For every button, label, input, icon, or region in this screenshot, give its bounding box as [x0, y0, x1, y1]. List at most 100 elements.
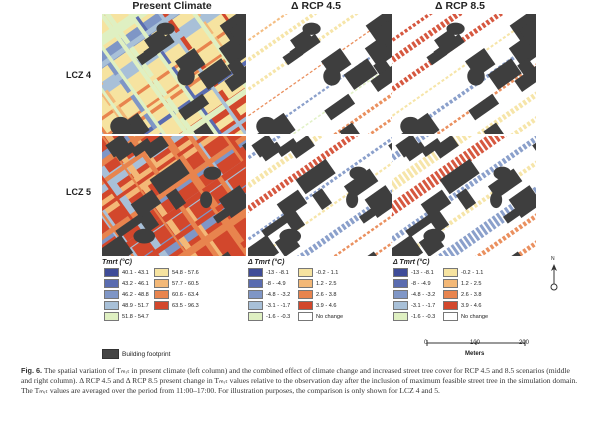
- street-tree-change: [248, 136, 392, 242]
- legend-present-label: 57.7 - 60.5: [172, 280, 199, 287]
- street-tree-change: [248, 14, 288, 42]
- street-tree-change: [296, 189, 392, 256]
- legend-rcp45-item: -13 - -8.1: [248, 268, 289, 277]
- building-footprint: [395, 136, 421, 158]
- legend-rcp45-item: -3.1 - -1.7: [248, 301, 290, 310]
- legend-rcp45-swatch: [248, 301, 263, 310]
- street-segment: [102, 14, 181, 69]
- scale-unit: Meters: [465, 351, 485, 357]
- building-footprint: [420, 189, 452, 218]
- legend-rcp45-swatch: [298, 279, 313, 288]
- legend-present-item: 57.7 - 60.5: [154, 279, 199, 288]
- street-tree-change: [392, 14, 464, 65]
- building-footprint: [177, 66, 195, 86]
- figure-caption: Fig. 6. The spatial variation of Tₘᵣₜ in…: [21, 366, 581, 397]
- legend-present-label: 40.1 - 43.1: [122, 269, 149, 276]
- building-footprint: [343, 58, 378, 90]
- street-tree-change: [248, 14, 318, 63]
- building-footprint: [290, 29, 315, 53]
- street-segment: [102, 14, 190, 134]
- building-footprint: [311, 188, 333, 210]
- legend-rcp85-item: -0.2 - 1.1: [443, 268, 483, 277]
- building-footprint: [339, 122, 364, 134]
- row-label-lcz4: LCZ 4: [66, 70, 92, 80]
- map-lcz5-rcp45: [248, 136, 392, 256]
- legend-rcp85-label: No change: [461, 313, 489, 320]
- legend-rcp85-item: 2.6 - 3.8: [443, 290, 482, 299]
- building-footprint: [130, 189, 162, 218]
- building-footprint: [364, 185, 392, 218]
- building-footprint: [392, 234, 424, 256]
- map-lcz5-rcp85: [392, 136, 536, 256]
- building-footprint: [276, 138, 299, 158]
- legend-rcp45-swatch: [248, 268, 263, 277]
- building-footprint: [487, 168, 523, 200]
- column-title-rcp45: Δ RCP 4.5: [291, 0, 341, 12]
- building-footprint: [446, 22, 465, 35]
- building-footprint: [455, 188, 477, 210]
- legend-rcp85-swatch: [393, 279, 408, 288]
- building-footprint: [420, 138, 443, 158]
- legend-rcp85-swatch: [443, 279, 458, 288]
- legend-rcp85-swatch: [443, 312, 458, 321]
- legend-rcp85-label: -13 - -8.1: [411, 269, 434, 276]
- legend-rcp45-swatch: [298, 268, 313, 277]
- legend-rcp85-swatch: [443, 268, 458, 277]
- legend-present-item: 54.8 - 57.6: [154, 268, 199, 277]
- legend-rcp85-label: 2.6 - 3.8: [461, 291, 482, 298]
- building-footprint: [218, 185, 246, 218]
- legend-present-label: 51.8 - 54.7: [122, 313, 149, 320]
- street-segment: [222, 136, 246, 169]
- building-footprint: [178, 93, 210, 121]
- building-footprint: [142, 136, 169, 159]
- building-footprint: [434, 29, 459, 53]
- legend-rcp45-item: 1.2 - 2.5: [298, 279, 337, 288]
- legend-present-swatch: [104, 301, 119, 310]
- building-footprint: [200, 191, 213, 209]
- map-lcz4-rcp85: [392, 14, 536, 134]
- legend-rcp45-title: Δ Tmrt (°C): [248, 259, 285, 266]
- legend-rcp45-label: -8 - -4.9: [266, 280, 286, 287]
- legend-rcp85-item: No change: [443, 312, 488, 321]
- legend-rcp85-item: -4.8 - -3.2: [393, 290, 435, 299]
- legend-rcp85-swatch: [393, 290, 408, 299]
- building-footprint: [165, 188, 187, 210]
- building-footprint: [276, 189, 308, 218]
- building-footprint: [375, 20, 392, 47]
- legend-rcp85-label: -4.8 - -3.2: [411, 291, 436, 298]
- legend-rcp45-swatch: [298, 312, 313, 321]
- street-tree-change: [392, 136, 473, 193]
- legend-rcp45-label: -3.1 - -1.7: [266, 302, 291, 309]
- legend-present-item: 46.2 - 48.8: [104, 290, 149, 299]
- row-label-lcz5: LCZ 5: [66, 187, 92, 197]
- legend-rcp85-item: -3.1 - -1.7: [393, 301, 435, 310]
- map-lcz4-present: [102, 14, 246, 134]
- building-footprint: [467, 66, 485, 86]
- legend-rcp45-label: 2.6 - 3.8: [316, 291, 337, 298]
- building-footprint: [263, 112, 296, 134]
- building-footprint: [323, 66, 341, 86]
- scale-bar: [426, 340, 526, 346]
- legend-rcp85-item: -1.6 - -0.3: [393, 312, 435, 321]
- legend-rcp45-item: 2.6 - 3.8: [298, 290, 337, 299]
- building-footprint: [349, 166, 368, 180]
- legend-present-swatch: [154, 279, 169, 288]
- building-footprint: [400, 116, 421, 134]
- building-footprint-swatch: [102, 349, 119, 359]
- street-segment: [102, 49, 163, 134]
- building-footprint: [256, 116, 277, 134]
- legend-present-label: 43.2 - 46.1: [122, 280, 149, 287]
- street-segment: [226, 136, 246, 164]
- building-footprint: [203, 166, 222, 180]
- building-footprint: [490, 191, 503, 209]
- legend-present-item: 43.2 - 46.1: [104, 279, 149, 288]
- building-footprint: [508, 185, 536, 218]
- building-footprint: [248, 234, 280, 256]
- street-tree-change: [436, 186, 536, 256]
- building-footprint: [105, 136, 131, 158]
- building-footprint: [197, 58, 232, 90]
- legend-rcp45-label: -13 - -8.1: [266, 269, 289, 276]
- street-segment: [102, 14, 216, 94]
- building-footprint: [261, 213, 291, 238]
- street-tree-change: [392, 14, 433, 43]
